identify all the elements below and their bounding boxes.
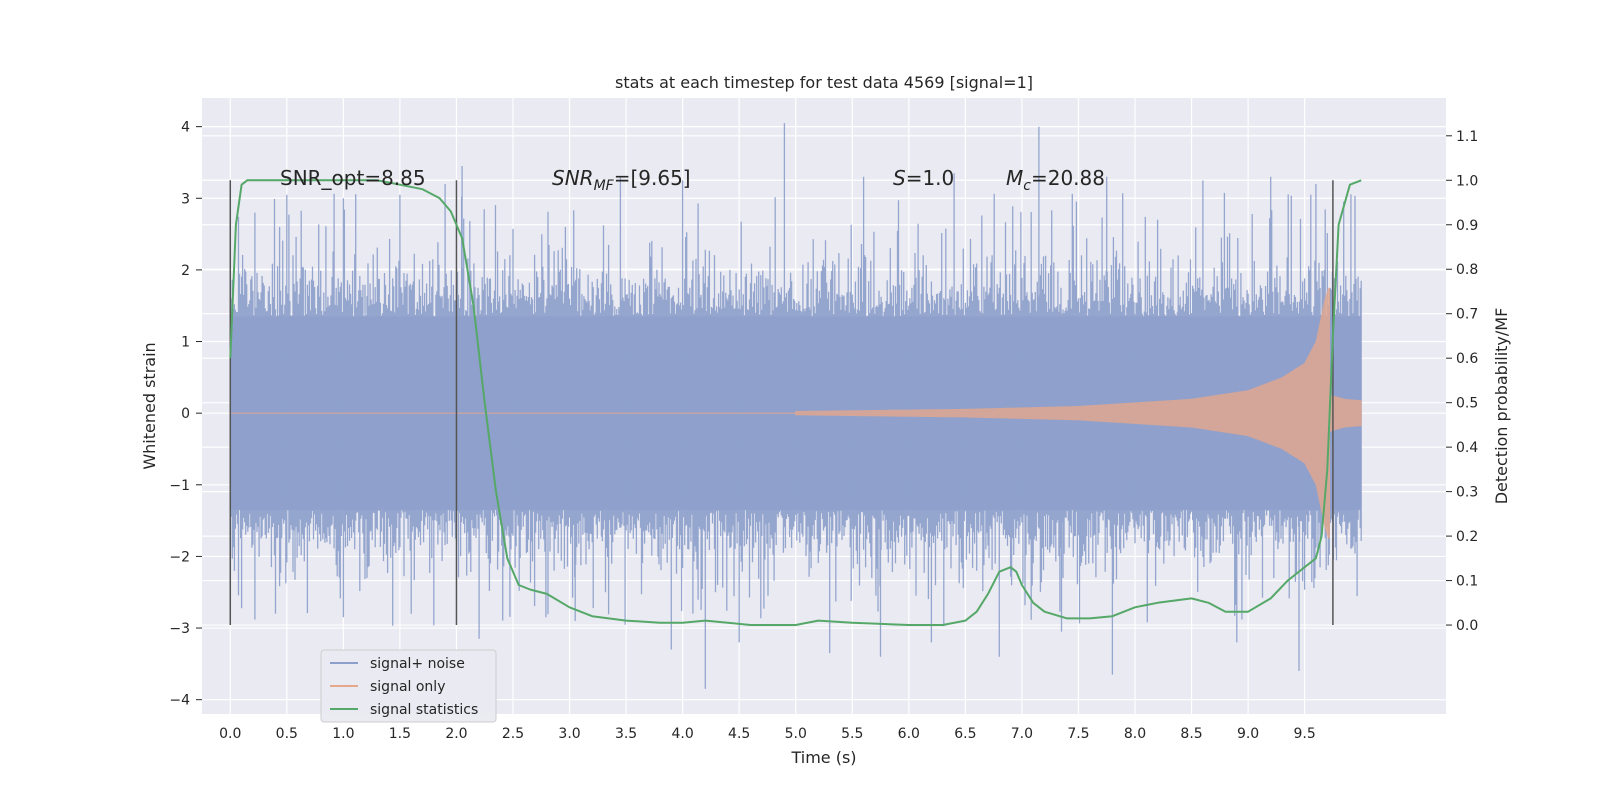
y-right-tick-label-6: 0.5 [1456, 396, 1478, 412]
y-axis-right-ticks: 1.1 1.0 0.9 0.8 0.7 0.6 0.5 0.4 0.3 0.2 0.1 0.0 [1446, 129, 1478, 634]
annotation-mc-subscript: c [1023, 178, 1031, 194]
y-right-tick-label-7: 0.4 [1456, 440, 1478, 456]
annotation-mc: Mc=20.88 [1006, 166, 1105, 194]
y-right-tick-label-8: 0.3 [1456, 485, 1478, 501]
x-tick-label-2: 1.0 [332, 726, 354, 742]
annotation-snr-mf-subscript: MF [594, 178, 615, 194]
vertical-markers [229, 180, 1334, 626]
x-tick-label-7: 3.5 [615, 726, 637, 742]
chart-title: stats at each timestep for test data 456… [615, 73, 1033, 92]
y-right-tick-label-10: 0.1 [1456, 574, 1478, 590]
y-right-tick-label-0: 1.1 [1456, 129, 1478, 145]
legend-label-signal-noise: signal+ noise [370, 656, 465, 672]
x-tick-label-18: 9.0 [1237, 726, 1259, 742]
y-right-tick-label-3: 0.8 [1456, 262, 1478, 278]
y-right-tick-label-1: 1.0 [1456, 173, 1478, 189]
annotation-s-value: =1.0 [906, 166, 955, 190]
y-left-tick-label-8: −4 [169, 693, 190, 709]
legend-box [320, 649, 497, 723]
y-right-tick-label-4: 0.7 [1456, 307, 1478, 323]
x-tick-label-15: 7.5 [1067, 726, 1089, 742]
y-left-tick-label-2: 2 [181, 263, 190, 279]
annotation-mc-value: =20.88 [1031, 166, 1105, 190]
y-left-tick-label-4: 0 [181, 406, 190, 422]
y-left-tick-label-7: −3 [169, 621, 190, 637]
y-right-tick-label-2: 0.9 [1456, 218, 1478, 234]
x-tick-label-1: 0.5 [276, 726, 298, 742]
y-right-tick-label-5: 0.6 [1456, 351, 1478, 367]
annotation-s: S=1.0 [893, 166, 954, 190]
y-left-tick-label-5: −1 [169, 478, 190, 494]
series-signal-statistics [229, 179, 1362, 626]
x-tick-label-17: 8.5 [1180, 726, 1202, 742]
annotation-snr-mf-value: =[9.65] [614, 166, 691, 190]
x-tick-label-16: 8.0 [1124, 726, 1146, 742]
annotation-snr-mf: SNRMF=[9.65] [552, 166, 691, 194]
x-tick-label-12: 6.0 [898, 726, 920, 742]
x-tick-label-10: 5.0 [785, 726, 807, 742]
x-tick-label-0: 0.0 [219, 726, 241, 742]
signal-statistics-line [229, 179, 1362, 626]
x-axis-label: Time (s) [790, 748, 856, 767]
x-tick-label-11: 5.5 [841, 726, 863, 742]
annotation-s-symbol: S [893, 166, 906, 190]
series-signal-only [230, 287, 1362, 539]
legend-label-signal-statistics: signal statistics [370, 702, 478, 718]
x-tick-label-3: 1.5 [389, 726, 411, 742]
y-left-tick-label-0: 4 [181, 120, 190, 136]
x-tick-label-5: 2.5 [502, 726, 524, 742]
y-left-tick-label-6: −2 [169, 549, 190, 565]
y-left-tick-label-1: 3 [181, 191, 190, 207]
y-right-tick-label-11: 0.0 [1456, 618, 1478, 634]
x-tick-label-19: 9.5 [1294, 726, 1316, 742]
x-tick-label-8: 4.0 [672, 726, 694, 742]
x-tick-label-14: 7.0 [1011, 726, 1033, 742]
annotation-mc-symbol: M [1006, 166, 1023, 190]
x-axis-ticks: 0.0 0.5 1.0 1.5 2.0 2.5 3.0 3.5 4.0 4.5 5.0 5.5 6.0 6… [219, 726, 1316, 742]
legend: signal+ noise signal only signal statist… [320, 649, 497, 723]
y-left-tick-label-3: 1 [181, 335, 190, 351]
y-axis-left-ticks: 4 3 2 1 0 −1 −2 −3 −4 [169, 120, 202, 709]
x-tick-label-4: 2.0 [445, 726, 467, 742]
x-tick-label-6: 3.0 [558, 726, 580, 742]
annotation-snr-opt: SNR_opt=8.85 [280, 166, 426, 190]
annotation-snr-mf-symbol: SNR [552, 166, 594, 190]
y-right-tick-label-9: 0.2 [1456, 529, 1478, 545]
y-axis-left-label: Whitened strain [140, 342, 159, 469]
y-axis-right-label: Detection probability/MF [1492, 308, 1511, 505]
x-tick-label-13: 6.5 [954, 726, 976, 742]
x-tick-label-9: 4.5 [728, 726, 750, 742]
legend-label-signal-only: signal only [370, 679, 445, 695]
